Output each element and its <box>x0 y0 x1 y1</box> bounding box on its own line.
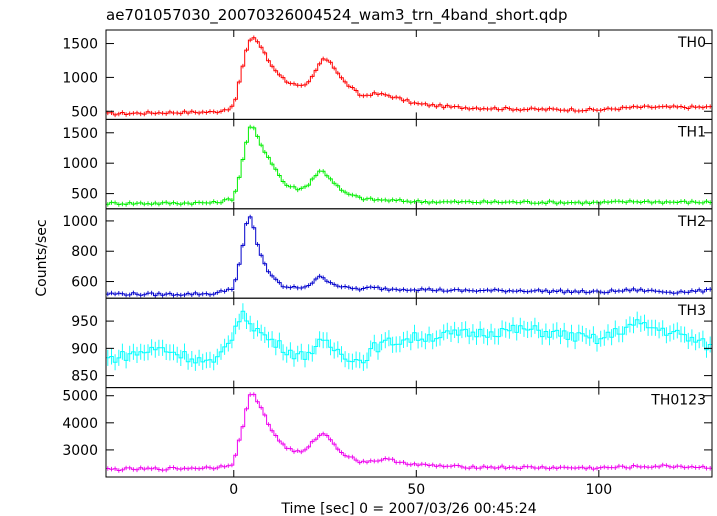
panel-th2: 600 800 1000 TH2 <box>62 208 713 299</box>
y-tick-label: 1000 <box>62 156 98 172</box>
panel-th1: 500 1000 1500 TH1 <box>62 118 713 210</box>
y-tick-label: 4000 <box>62 416 98 432</box>
series-th0 <box>106 35 712 118</box>
panel-frame <box>105 118 713 210</box>
series-th3 <box>106 303 712 371</box>
series-errorbars <box>107 214 711 298</box>
x-tick-label: 0 <box>229 482 238 498</box>
series-th2 <box>106 214 712 298</box>
series-line <box>106 393 712 471</box>
series-errorbars <box>107 124 711 207</box>
series-name-label: TH3 <box>677 303 706 319</box>
y-tick-label: 1000 <box>62 70 98 86</box>
series-line <box>106 37 712 116</box>
series-name-label: TH2 <box>677 214 706 230</box>
x-tick-label: 50 <box>407 482 425 498</box>
series-name-label: TH0 <box>677 35 706 51</box>
x-tick-label: 100 <box>585 482 612 498</box>
y-tick-label: 950 <box>71 314 98 330</box>
panel-th0123: 3000 4000 5000 TH0123 <box>62 387 713 478</box>
y-axis-label: Counts/sec <box>34 219 50 296</box>
y-tick-label: 1000 <box>62 214 98 230</box>
y-tick-label: 850 <box>71 369 98 385</box>
series-th1 <box>106 124 712 207</box>
series-errorbars <box>107 392 711 473</box>
y-tick-label: 500 <box>71 104 98 120</box>
series-errorbars <box>107 35 711 118</box>
series-line <box>106 126 712 205</box>
series-name-label: TH0123 <box>650 393 706 409</box>
x-axis-label: Time [sec] 0 = 2007/03/26 00:45:24 <box>280 501 536 516</box>
y-tick-label: 3000 <box>62 443 98 459</box>
series-th0123 <box>106 392 712 473</box>
panel-frame <box>105 29 713 120</box>
panel-frame <box>105 387 713 478</box>
y-tick-label: 500 <box>71 187 98 203</box>
chart-title: ae701057030_20070326004524_wam3_trn_4ban… <box>106 6 568 25</box>
panel-th0: 500 1000 1500 TH0 <box>62 29 713 120</box>
series-errorbars <box>107 303 711 371</box>
y-tick-label: 1500 <box>62 126 98 142</box>
y-tick-label: 5000 <box>62 389 98 405</box>
series-name-label: TH1 <box>677 124 706 140</box>
series-line <box>106 216 712 297</box>
panel-frame <box>105 208 713 299</box>
panel-th3: 850 900 950 TH3 <box>71 297 713 389</box>
panel-frame <box>105 297 713 389</box>
y-tick-label: 1500 <box>62 37 98 53</box>
series-line <box>106 310 712 364</box>
y-tick-label: 600 <box>71 275 98 291</box>
y-tick-label: 800 <box>71 244 98 260</box>
y-tick-label: 900 <box>71 341 98 357</box>
